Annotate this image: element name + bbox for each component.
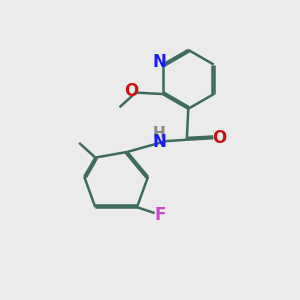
Text: O: O <box>124 82 138 100</box>
Text: H: H <box>153 126 166 141</box>
Text: N: N <box>152 133 166 151</box>
Text: F: F <box>155 206 166 224</box>
Text: O: O <box>212 129 226 147</box>
Text: N: N <box>152 53 166 71</box>
